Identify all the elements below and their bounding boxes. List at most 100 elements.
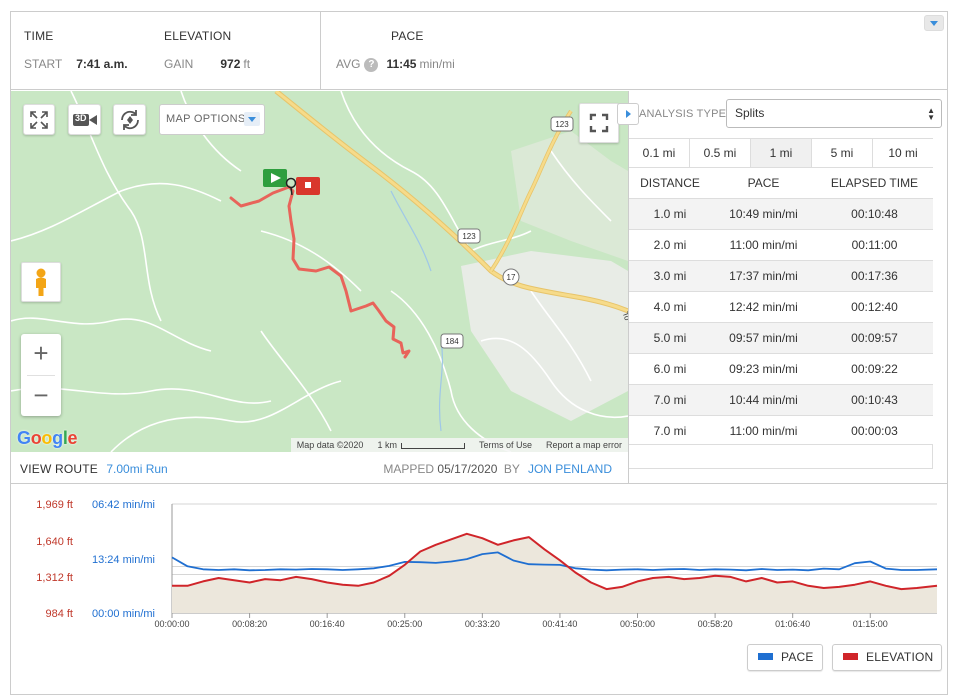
elevation-tick-label: 984 ft [45, 608, 73, 620]
table-row: 6.0 mi 09:23 min/mi 00:09:22 [629, 353, 933, 384]
3d-view-button[interactable]: 3D [68, 104, 101, 135]
split-distance: 7.0 mi [653, 393, 687, 407]
table-row: 7.0 mi 10:44 min/mi 00:10:43 [629, 384, 933, 415]
zoom-out-button[interactable]: − [33, 380, 49, 410]
split-distance: 1.0 mi [653, 207, 687, 221]
x-tick-label: 01:15:00 [853, 619, 888, 629]
toggle-panel-button[interactable] [617, 103, 639, 125]
chart-svg: 1,969 ft 1,640 ft 1,312 ft 984 ft 06:42 min/… [36, 499, 938, 629]
collapse-stats-button[interactable] [924, 15, 944, 31]
avg-pace-unit: min/mi [419, 57, 455, 71]
elevation-tick-label: 1,312 ft [36, 572, 73, 584]
legend-elevation-button[interactable]: ELEVATION [832, 644, 943, 671]
split-distance: 4.0 mi [653, 300, 687, 314]
table-row: 2.0 mi 11:00 min/mi 00:11:00 [629, 229, 933, 260]
pace-header: PACE [747, 176, 780, 190]
splits-footer [629, 444, 933, 469]
time-stat: START 7:41 a.m. [24, 57, 128, 71]
map-scale: 1 km [377, 440, 465, 450]
split-distance: 5.0 mi [653, 331, 687, 345]
map-data-text: Map data ©2020 [296, 440, 364, 450]
split-elapsed: 00:00:03 [851, 424, 898, 438]
analysis-type-value: Splits [735, 106, 765, 120]
route-map[interactable]: 123 123 17 184 To 3D [11, 91, 628, 452]
split-elapsed: 00:09:22 [851, 362, 898, 376]
start-label: START [24, 57, 63, 71]
by-label: BY [503, 462, 520, 476]
avg-pace-value: 11:45 [386, 57, 417, 71]
select-arrows-icon: ▲ ▼ [927, 106, 935, 122]
split-elapsed: 00:12:40 [851, 300, 898, 314]
map-options-dropdown[interactable]: MAP OPTIONS [159, 104, 265, 135]
analysis-panel: ANALYSIS TYPE: Splits ▲ ▼ 0.1 mi 0.5 mi 1… [617, 91, 947, 484]
terms-link[interactable]: Terms of Use [478, 440, 532, 450]
pace-tick-label: 13:24 min/mi [92, 554, 155, 566]
x-tick-label: 00:33:20 [465, 619, 500, 629]
gain-unit: ft [243, 57, 251, 71]
map-footer: Map data ©2020 1 km Terms of Use Report … [290, 438, 628, 452]
fullscreen-icon[interactable] [579, 103, 619, 143]
help-icon[interactable]: ? [364, 58, 379, 72]
tab-5-mi[interactable]: 5 mi [812, 139, 873, 167]
elevation-series-line [172, 532, 938, 591]
elevation-tick-label: 1,640 ft [36, 536, 73, 548]
split-pace: 11:00 min/mi [729, 238, 798, 252]
expand-icon[interactable] [23, 104, 55, 135]
x-tick-label: 00:41:40 [542, 619, 577, 629]
mapped-info: MAPPED 05/17/2020 BY JON PENLAND [383, 462, 612, 476]
split-elapsed: 00:10:48 [851, 207, 898, 221]
split-elapsed: 00:09:57 [851, 331, 898, 345]
table-row: 3.0 mi 17:37 min/mi 00:17:36 [629, 260, 933, 291]
pace-heading: PACE [391, 29, 424, 43]
time-heading: TIME [24, 29, 54, 43]
rotate-icon[interactable] [113, 104, 146, 135]
elevation-stat: GAIN 972 ft [164, 57, 250, 71]
gain-value: 972 [220, 57, 241, 71]
svg-text:123: 123 [555, 120, 569, 129]
route-info-bar: VIEW ROUTE 7.00mi Run MAPPED 05/17/2020 … [11, 453, 628, 484]
split-elapsed: 00:10:43 [851, 393, 898, 407]
route-distance-link[interactable]: 7.00mi Run [106, 462, 168, 476]
zoom-in-button[interactable]: + [33, 338, 49, 368]
split-tabs: 0.1 mi 0.5 mi 1 mi 5 mi 10 mi [629, 138, 933, 168]
tab-0-1-mi[interactable]: 0.1 mi [629, 139, 690, 167]
tab-10-mi[interactable]: 10 mi [888, 146, 918, 160]
elevation-heading: ELEVATION [164, 29, 232, 43]
author-link[interactable]: JON PENLAND [527, 462, 612, 476]
pace-tick-label: 00:00 min/mi [92, 608, 155, 620]
analysis-type-select[interactable]: Splits ▲ ▼ [726, 99, 942, 128]
pace-stat: AVG? 11:45 min/mi [336, 57, 455, 72]
map-canvas: 123 123 17 184 To [11, 91, 628, 452]
x-tick-label: 00:08:20 [232, 619, 267, 629]
map-options-label: MAP OPTIONS [166, 113, 246, 125]
report-error-link[interactable]: Report a map error [545, 440, 622, 450]
split-pace: 09:23 min/mi [729, 362, 798, 376]
avg-label: AVG [336, 57, 361, 71]
splits-table: DISTANCE PACE ELAPSED TIME 1.0 mi 10:49 m… [629, 168, 933, 446]
view-route-label: VIEW ROUTE [20, 462, 99, 476]
workout-panel: TIME START 7:41 a.m. ELEVATION GAIN 972 ft … [10, 11, 948, 695]
split-pace: 17:37 min/mi [729, 269, 798, 283]
google-logo: Google [17, 428, 78, 448]
mapped-label: MAPPED [383, 462, 435, 476]
x-tick-label: 00:50:00 [620, 619, 655, 629]
svg-text:17: 17 [507, 273, 516, 282]
pace-swatch [758, 653, 773, 660]
split-distance: 6.0 mi [653, 362, 687, 376]
elevation-tick-label: 1,969 ft [36, 499, 73, 511]
legend-pace-button[interactable]: PACE [747, 644, 823, 671]
pegman-icon[interactable] [21, 262, 61, 302]
tab-0-5-mi[interactable]: 0.5 mi [690, 139, 751, 167]
split-pace: 11:00 min/mi [729, 424, 798, 438]
split-pace: 09:57 min/mi [729, 331, 798, 345]
zoom-controls: + − [21, 334, 61, 416]
table-row: 4.0 mi 12:42 min/mi 00:12:40 [629, 291, 933, 322]
x-tick-label: 00:16:40 [310, 619, 345, 629]
split-elapsed: 00:11:00 [851, 238, 898, 252]
tab-1-mi[interactable]: 1 mi [751, 139, 812, 167]
svg-text:123: 123 [462, 232, 476, 241]
x-tick-label: 00:58:20 [698, 619, 733, 629]
stats-divider [320, 12, 321, 90]
split-pace: 10:44 min/mi [729, 393, 798, 407]
mapped-date: 05/17/2020 [437, 462, 498, 476]
